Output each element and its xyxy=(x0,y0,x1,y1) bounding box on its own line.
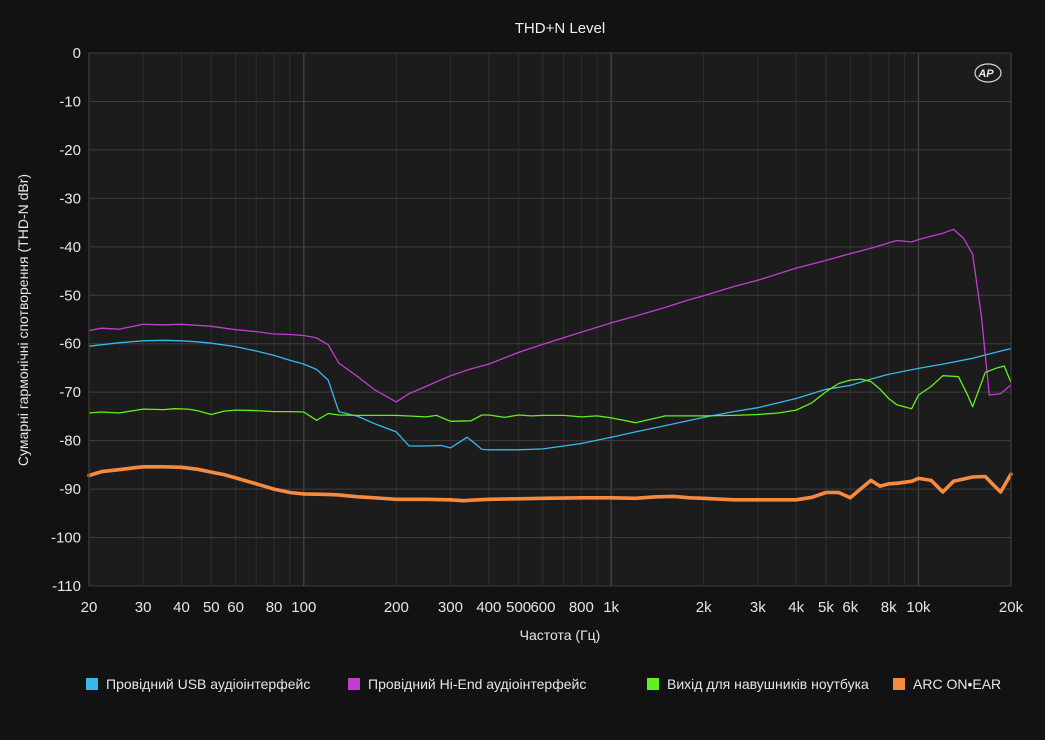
x-tick-labels: 20 30 40 50 60 80 100 200 300 400 500 600 800 1k 2k 3k 4… xyxy=(81,599,1024,616)
x-tick-label: 3k xyxy=(750,599,766,616)
ap-logo-text: AP xyxy=(977,68,994,80)
y-tick-label: -70 xyxy=(59,384,81,401)
y-tick-label: -90 xyxy=(59,481,81,498)
y-axis-label: Сумарні гармонічні спотворення (THD-N dB… xyxy=(15,174,31,466)
x-tick-label: 6k xyxy=(842,599,858,616)
legend-item-hiend: Провідний Hi-End аудіоінтерфейс xyxy=(348,676,586,692)
x-tick-label: 20k xyxy=(999,599,1024,616)
plot-area xyxy=(89,53,1011,586)
legend-swatch-hiend xyxy=(348,678,360,690)
x-tick-label: 200 xyxy=(384,599,409,616)
y-tick-label: -10 xyxy=(59,93,81,110)
series-layer xyxy=(87,228,1013,503)
series-line-1 xyxy=(88,228,1012,403)
y-tick-label: -20 xyxy=(59,142,81,159)
x-tick-label: 4k xyxy=(788,599,804,616)
series-line-0 xyxy=(88,339,1012,451)
ap-logo-ring xyxy=(974,63,1002,83)
y-tick-label: -80 xyxy=(59,433,81,450)
y-tick-labels: 0 -10 -20 -30 -40 -50 -60 -70 -80 -90 -100 -110 xyxy=(51,45,81,595)
x-tick-label: 8k xyxy=(881,599,897,616)
x-tick-label: 10k xyxy=(906,599,931,616)
legend-swatch-laptop xyxy=(647,678,659,690)
x-tick-label: 50 xyxy=(203,599,220,616)
x-axis-label: Частота (Гц) xyxy=(520,627,601,643)
legend-item-usb: Провідний USB аудіоінтерфейс xyxy=(86,676,310,692)
y-tick-label: -30 xyxy=(59,190,81,207)
legend-item-laptop: Вихід для навушників ноутбука xyxy=(647,676,869,692)
plot-frame xyxy=(88,52,1012,587)
legend-label-arc: ARC ON•EAR xyxy=(913,676,1002,692)
series-line-3 xyxy=(87,465,1013,503)
x-tick-label: 100 xyxy=(291,599,316,616)
y-tick-label: -40 xyxy=(59,239,81,256)
x-tick-label: 20 xyxy=(81,599,98,616)
x-tick-label: 400 xyxy=(476,599,501,616)
ap-logo: AP xyxy=(974,63,1002,83)
y-tick-label: -50 xyxy=(59,287,81,304)
x-tick-label: 5k xyxy=(818,599,834,616)
legend-swatch-arc xyxy=(893,678,905,690)
x-tick-label: 2k xyxy=(696,599,712,616)
y-tick-label: -100 xyxy=(51,530,81,547)
grid xyxy=(88,52,1012,587)
x-tick-label: 500 xyxy=(506,599,531,616)
x-tick-label: 600 xyxy=(530,599,555,616)
x-tick-label: 60 xyxy=(227,599,244,616)
x-tick-label: 30 xyxy=(135,599,152,616)
x-tick-label: 40 xyxy=(173,599,190,616)
series-line-2 xyxy=(88,365,1012,424)
x-tick-label: 80 xyxy=(266,599,283,616)
legend-label-usb: Провідний USB аудіоінтерфейс xyxy=(106,676,311,692)
legend-label-laptop: Вихід для навушників ноутбука xyxy=(667,676,869,692)
y-tick-label: -110 xyxy=(52,578,81,595)
legend-label-hiend: Провідний Hi-End аудіоінтерфейс xyxy=(368,676,587,692)
legend: Провідний USB аудіоінтерфейс Провідний H… xyxy=(0,676,1045,696)
y-tick-label: -60 xyxy=(59,336,81,353)
legend-swatch-usb xyxy=(86,678,98,690)
legend-item-arc: ARC ON•EAR xyxy=(893,676,1001,692)
y-tick-label: 0 xyxy=(73,45,81,62)
x-tick-label: 800 xyxy=(569,599,594,616)
x-tick-label: 300 xyxy=(438,599,463,616)
chart-title: THD+N Level xyxy=(515,20,605,37)
x-tick-label: 1k xyxy=(603,599,619,616)
